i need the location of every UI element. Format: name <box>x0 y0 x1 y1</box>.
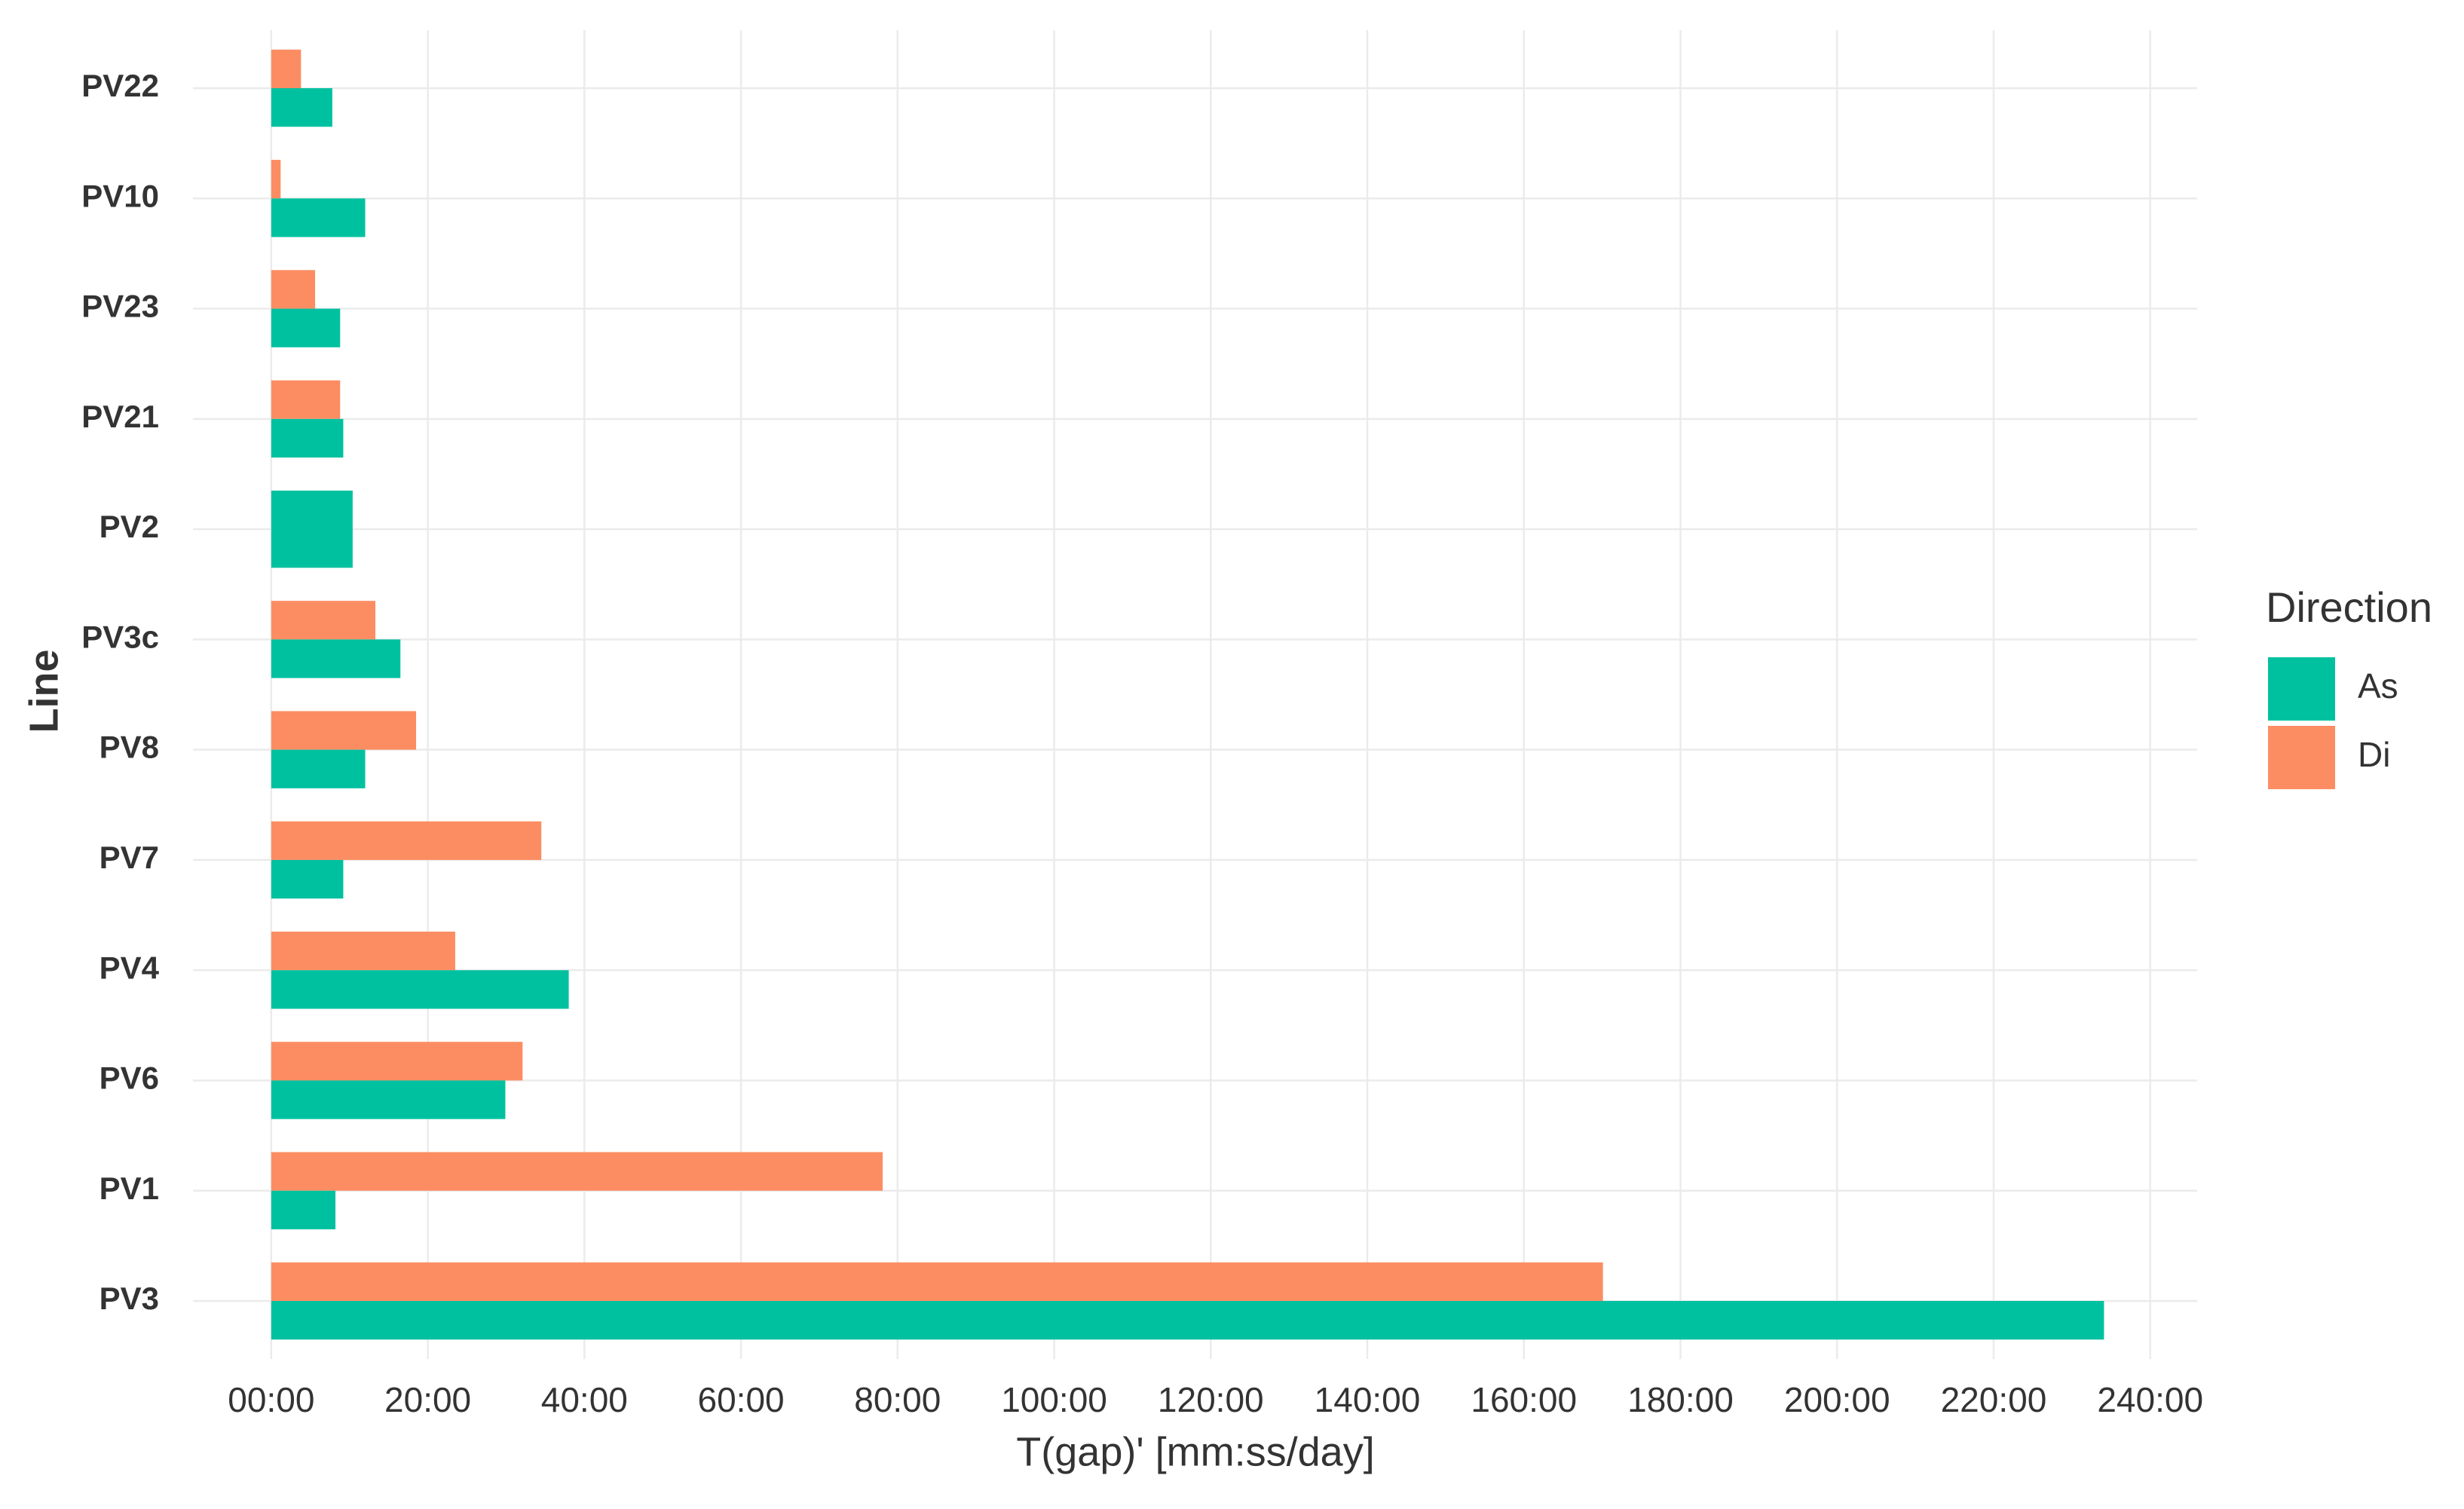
y-tick-label: PV2 <box>99 509 159 544</box>
bar <box>271 1042 523 1081</box>
y-tick-label: PV3 <box>99 1281 159 1316</box>
bar <box>271 711 417 750</box>
y-axis-title: Line <box>21 649 66 733</box>
x-tick-label: 60:00 <box>698 1380 785 1419</box>
x-tick-label: 00:00 <box>228 1380 314 1419</box>
bar <box>271 859 344 899</box>
bar <box>271 1262 1603 1301</box>
y-tick-label: PV4 <box>99 950 160 985</box>
y-tick-label: PV22 <box>81 68 159 103</box>
y-tick-label: PV3c <box>81 619 159 654</box>
bar <box>271 749 366 788</box>
bar <box>271 821 542 860</box>
bar <box>271 198 366 237</box>
bar <box>271 270 316 309</box>
y-tick-label: PV23 <box>81 289 159 324</box>
y-tick-label: PV1 <box>99 1171 159 1206</box>
bar <box>271 1190 336 1229</box>
bar <box>271 490 353 568</box>
y-tick-label: PV10 <box>81 178 159 213</box>
bar <box>271 380 341 419</box>
legend-label: As <box>2358 666 2398 706</box>
x-tick-label: 140:00 <box>1315 1380 1421 1419</box>
bar <box>271 49 301 88</box>
bar <box>271 1152 883 1191</box>
bar <box>271 308 341 347</box>
legend-label: Di <box>2358 735 2390 774</box>
x-tick-label: 120:00 <box>1158 1380 1264 1419</box>
y-tick-label: PV7 <box>99 840 159 875</box>
bar <box>271 88 332 127</box>
x-tick-label: 200:00 <box>1784 1380 1890 1419</box>
x-tick-label: 180:00 <box>1627 1380 1734 1419</box>
bar <box>271 418 344 458</box>
x-tick-label: 240:00 <box>2097 1380 2203 1419</box>
x-axis-title: T(gap)' [mm:ss/day] <box>1016 1429 1374 1474</box>
bar <box>271 1080 506 1119</box>
x-tick-label: 40:00 <box>541 1380 628 1419</box>
bar <box>271 601 376 640</box>
bar <box>271 1301 2104 1340</box>
bar <box>271 970 569 1009</box>
x-tick-label: 20:00 <box>384 1380 471 1419</box>
x-tick-label: 80:00 <box>854 1380 941 1419</box>
legend-title: Direction <box>2266 583 2432 631</box>
y-tick-label: PV21 <box>81 399 159 434</box>
x-tick-label: 220:00 <box>1941 1380 2047 1419</box>
bar <box>271 931 455 971</box>
bar <box>271 639 401 678</box>
legend-swatch <box>2268 657 2335 721</box>
y-tick-label: PV6 <box>99 1061 159 1096</box>
x-tick-label: 100:00 <box>1001 1380 1107 1419</box>
x-tick-label: 160:00 <box>1471 1380 1577 1419</box>
legend-swatch <box>2268 726 2335 789</box>
bar <box>271 160 281 199</box>
y-tick-label: PV8 <box>99 730 159 765</box>
